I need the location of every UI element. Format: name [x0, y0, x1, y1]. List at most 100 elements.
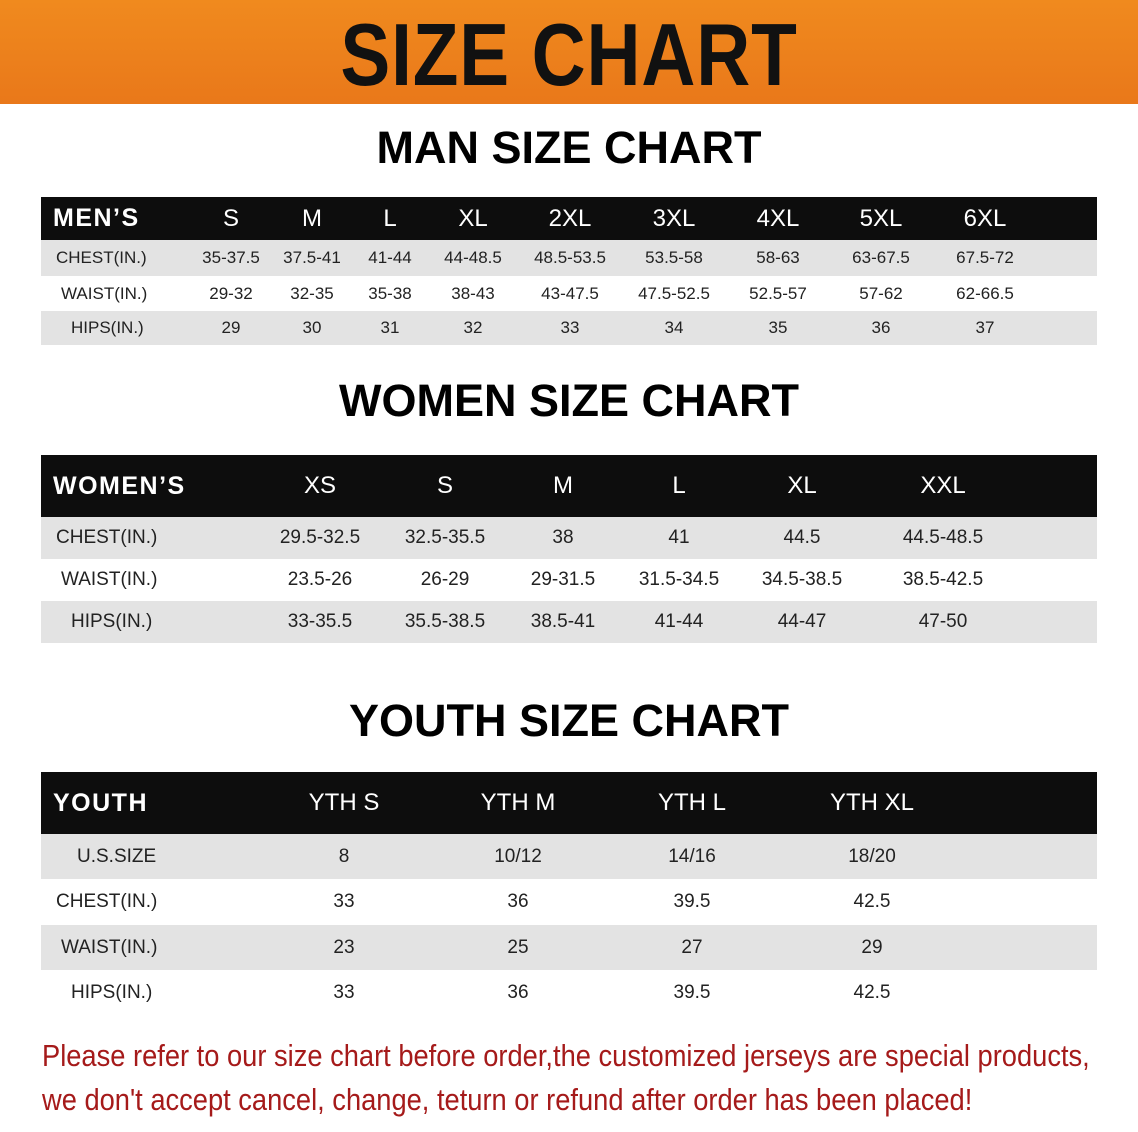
- size-header: L: [672, 472, 686, 499]
- table-cell: 41-44: [368, 248, 412, 267]
- table-cell: 27: [681, 936, 703, 958]
- table-cell: 38-43: [451, 283, 495, 303]
- table-cell: 29-31.5: [530, 569, 596, 590]
- size-header: M: [553, 472, 573, 499]
- table-cell: 31: [380, 318, 400, 337]
- row-label: WAIST(IN.): [61, 283, 148, 303]
- table-cell: 39.5: [673, 891, 711, 912]
- table-cell: 35: [768, 318, 788, 337]
- table-cell: 44.5: [783, 527, 821, 548]
- table-cell: 52.5-57: [749, 283, 807, 303]
- row-label: HIPS(IN.): [71, 611, 153, 632]
- table-cell: 33: [333, 981, 355, 1003]
- notice-line-1: Please refer to our size chart before or…: [42, 1038, 1090, 1073]
- size-header: XS: [303, 472, 337, 499]
- table-cell: 30: [302, 318, 322, 337]
- row-label: WAIST(IN.): [61, 936, 158, 958]
- table-row: CHEST(IN.) 29.5-32.5 32.5-35.5 38 41 44.5 44.5…: [41, 517, 1097, 559]
- table-cell: 35-37.5: [202, 248, 260, 267]
- table-cell: 44-48.5: [444, 248, 502, 267]
- table-cell: 38.5-41: [530, 611, 596, 632]
- table-cell: 37.5-41: [283, 248, 341, 267]
- row-label: HIPS(IN.): [71, 981, 153, 1003]
- row-label: CHEST(IN.): [56, 248, 147, 267]
- table-cell: 18/20: [848, 845, 896, 867]
- table-cell: 42.5: [853, 891, 891, 912]
- row-label: U.S.SIZE: [77, 845, 157, 867]
- table-cell: 25: [507, 936, 529, 958]
- table-cell: 36: [871, 318, 891, 337]
- women-header-row: WOMEN’S XS S M L XL XXL: [41, 455, 1097, 517]
- table-cell: 43-47.5: [541, 283, 599, 303]
- table-cell: 23.5-26: [287, 569, 353, 590]
- table-cell: 10/12: [494, 845, 542, 867]
- youth-header-label: YOUTH: [53, 788, 148, 817]
- size-header: 3XL: [652, 204, 696, 232]
- table-row: U.S.SIZE 8 10/12 14/16 18/20: [41, 834, 1097, 879]
- table-cell: 44-47: [777, 611, 827, 632]
- table-row: WAIST(IN.) 23.5-26 26-29 29-31.5 31.5-34.5 34…: [41, 559, 1097, 601]
- table-cell: 63-67.5: [852, 248, 910, 267]
- title-banner: SIZE CHART: [0, 0, 1138, 104]
- table-cell: 32: [463, 318, 483, 337]
- table-cell: 44.5-48.5: [902, 527, 984, 548]
- table-cell: 8: [338, 845, 350, 867]
- table-cell: 41-44: [654, 611, 704, 632]
- size-header: YTH M: [480, 789, 556, 816]
- women-header-label: WOMEN’S: [53, 471, 186, 500]
- women-section-title: WOMEN SIZE CHART: [339, 375, 799, 426]
- table-cell: 67.5-72: [956, 248, 1014, 267]
- table-cell: 37: [975, 318, 995, 337]
- table-row: HIPS(IN.) 33 36 39.5 42.5: [41, 970, 1097, 1015]
- size-header: L: [383, 204, 397, 232]
- table-cell: 32-35: [290, 283, 334, 303]
- size-header: YTH S: [308, 789, 380, 816]
- table-cell: 42.5: [853, 981, 891, 1003]
- table-cell: 58-63: [756, 248, 800, 267]
- table-cell: 35-38: [368, 283, 412, 303]
- size-header: XXL: [920, 472, 966, 499]
- table-cell: 34: [664, 318, 684, 337]
- size-header: YTH L: [657, 789, 727, 816]
- size-header: 6XL: [963, 204, 1007, 232]
- size-header: XL: [787, 472, 817, 499]
- row-label: CHEST(IN.): [56, 891, 158, 912]
- table-cell: 48.5-53.5: [534, 248, 606, 267]
- table-cell: 57-62: [859, 283, 903, 303]
- table-cell: 36: [507, 981, 529, 1003]
- table-cell: 33-35.5: [287, 611, 353, 632]
- table-cell: 29: [221, 318, 241, 337]
- table-cell: 38.5-42.5: [902, 569, 984, 590]
- table-row: HIPS(IN.) 29 30 31 32 33 34 35 36 37: [41, 311, 1097, 345]
- table-row: CHEST(IN.) 33 36 39.5 42.5: [41, 879, 1097, 925]
- table-cell: 36: [507, 891, 529, 912]
- table-cell: 33: [333, 891, 355, 912]
- table-cell: 47-50: [918, 611, 968, 632]
- men-section-title: MAN SIZE CHART: [376, 122, 762, 173]
- table-cell: 29-32: [209, 283, 253, 303]
- table-cell: 33: [560, 318, 580, 337]
- table-row: CHEST(IN.) 35-37.5 37.5-41 41-44 44-48.5 48.5…: [41, 240, 1097, 276]
- size-header: S: [436, 472, 454, 499]
- table-cell: 62-66.5: [956, 283, 1014, 303]
- table-cell: 53.5-58: [645, 248, 703, 267]
- table-cell: 23: [333, 936, 355, 958]
- table-cell: 14/16: [668, 845, 716, 867]
- size-header: S: [222, 204, 240, 232]
- table-cell: 31.5-34.5: [638, 569, 720, 590]
- size-header: XL: [458, 204, 488, 232]
- notice-line-2: we don't accept cancel, change, teturn o…: [42, 1082, 973, 1117]
- row-label: HIPS(IN.): [71, 318, 144, 337]
- table-row: WAIST(IN.) 29-32 32-35 35-38 38-43 43-47.5 47.…: [41, 276, 1097, 311]
- size-header: 2XL: [548, 204, 592, 232]
- row-label: CHEST(IN.): [56, 527, 158, 548]
- size-header: YTH XL: [829, 789, 915, 816]
- table-cell: 32.5-35.5: [404, 527, 486, 548]
- table-cell: 35.5-38.5: [404, 611, 486, 632]
- men-header-row: MEN’S S M L XL 2XL 3XL 4XL 5XL 6XL: [41, 197, 1097, 240]
- size-header: 4XL: [756, 204, 800, 232]
- table-row: WAIST(IN.) 23 25 27 29: [41, 925, 1097, 970]
- table-cell: 47.5-52.5: [638, 283, 710, 303]
- banner-title: SIZE CHART: [340, 5, 798, 104]
- table-cell: 39.5: [673, 981, 711, 1003]
